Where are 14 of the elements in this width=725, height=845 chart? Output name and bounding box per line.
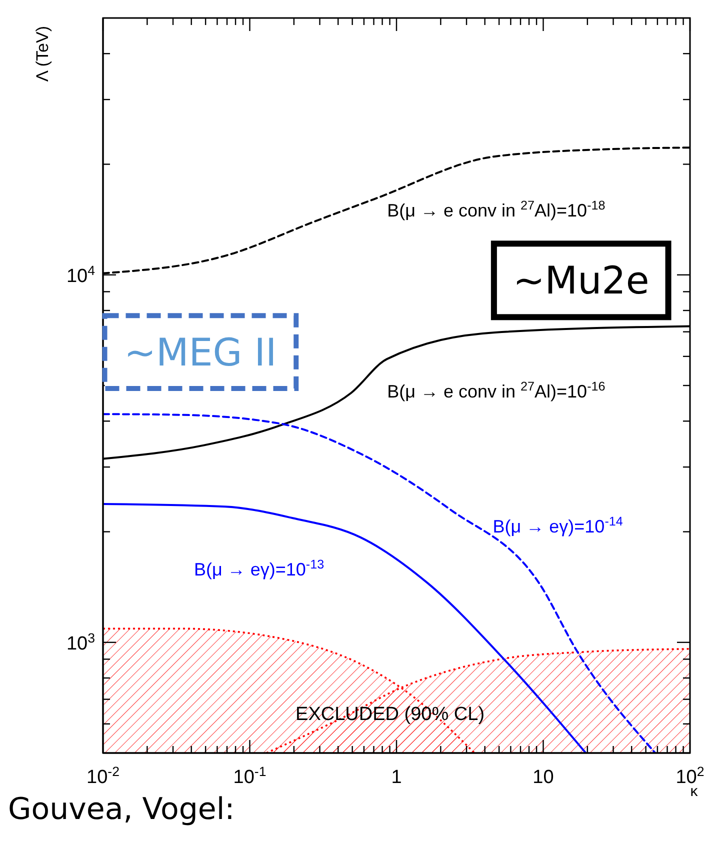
x-tick-label: 1	[391, 767, 402, 788]
y-tick-label: 10$^{4}$	[66, 262, 95, 287]
annotation: ~MEG II	[124, 330, 277, 374]
x-tick-label: 10$^{-2}$	[86, 764, 120, 788]
series-label: B(μ → e conv in $^{27}$Al)=10$^{-16}$	[387, 379, 606, 402]
x-tick-label: 10	[532, 767, 554, 788]
y-tick-label: 10$^{3}$	[66, 630, 95, 654]
series-label: B(μ → eγ)=10$^{-13}$	[194, 557, 324, 580]
series-label: B(μ → e conv in $^{27}$Al)=10$^{-18}$	[387, 198, 606, 221]
x-tick-label: 10$^{-1}$	[233, 764, 266, 788]
text: Gouvea, Vogel:	[8, 792, 235, 827]
series-label: B(μ → eγ)=10$^{-14}$	[492, 514, 623, 537]
y-axis-title: Λ (TeV)	[33, 26, 52, 82]
annotation: ~Mu2e	[512, 258, 650, 303]
